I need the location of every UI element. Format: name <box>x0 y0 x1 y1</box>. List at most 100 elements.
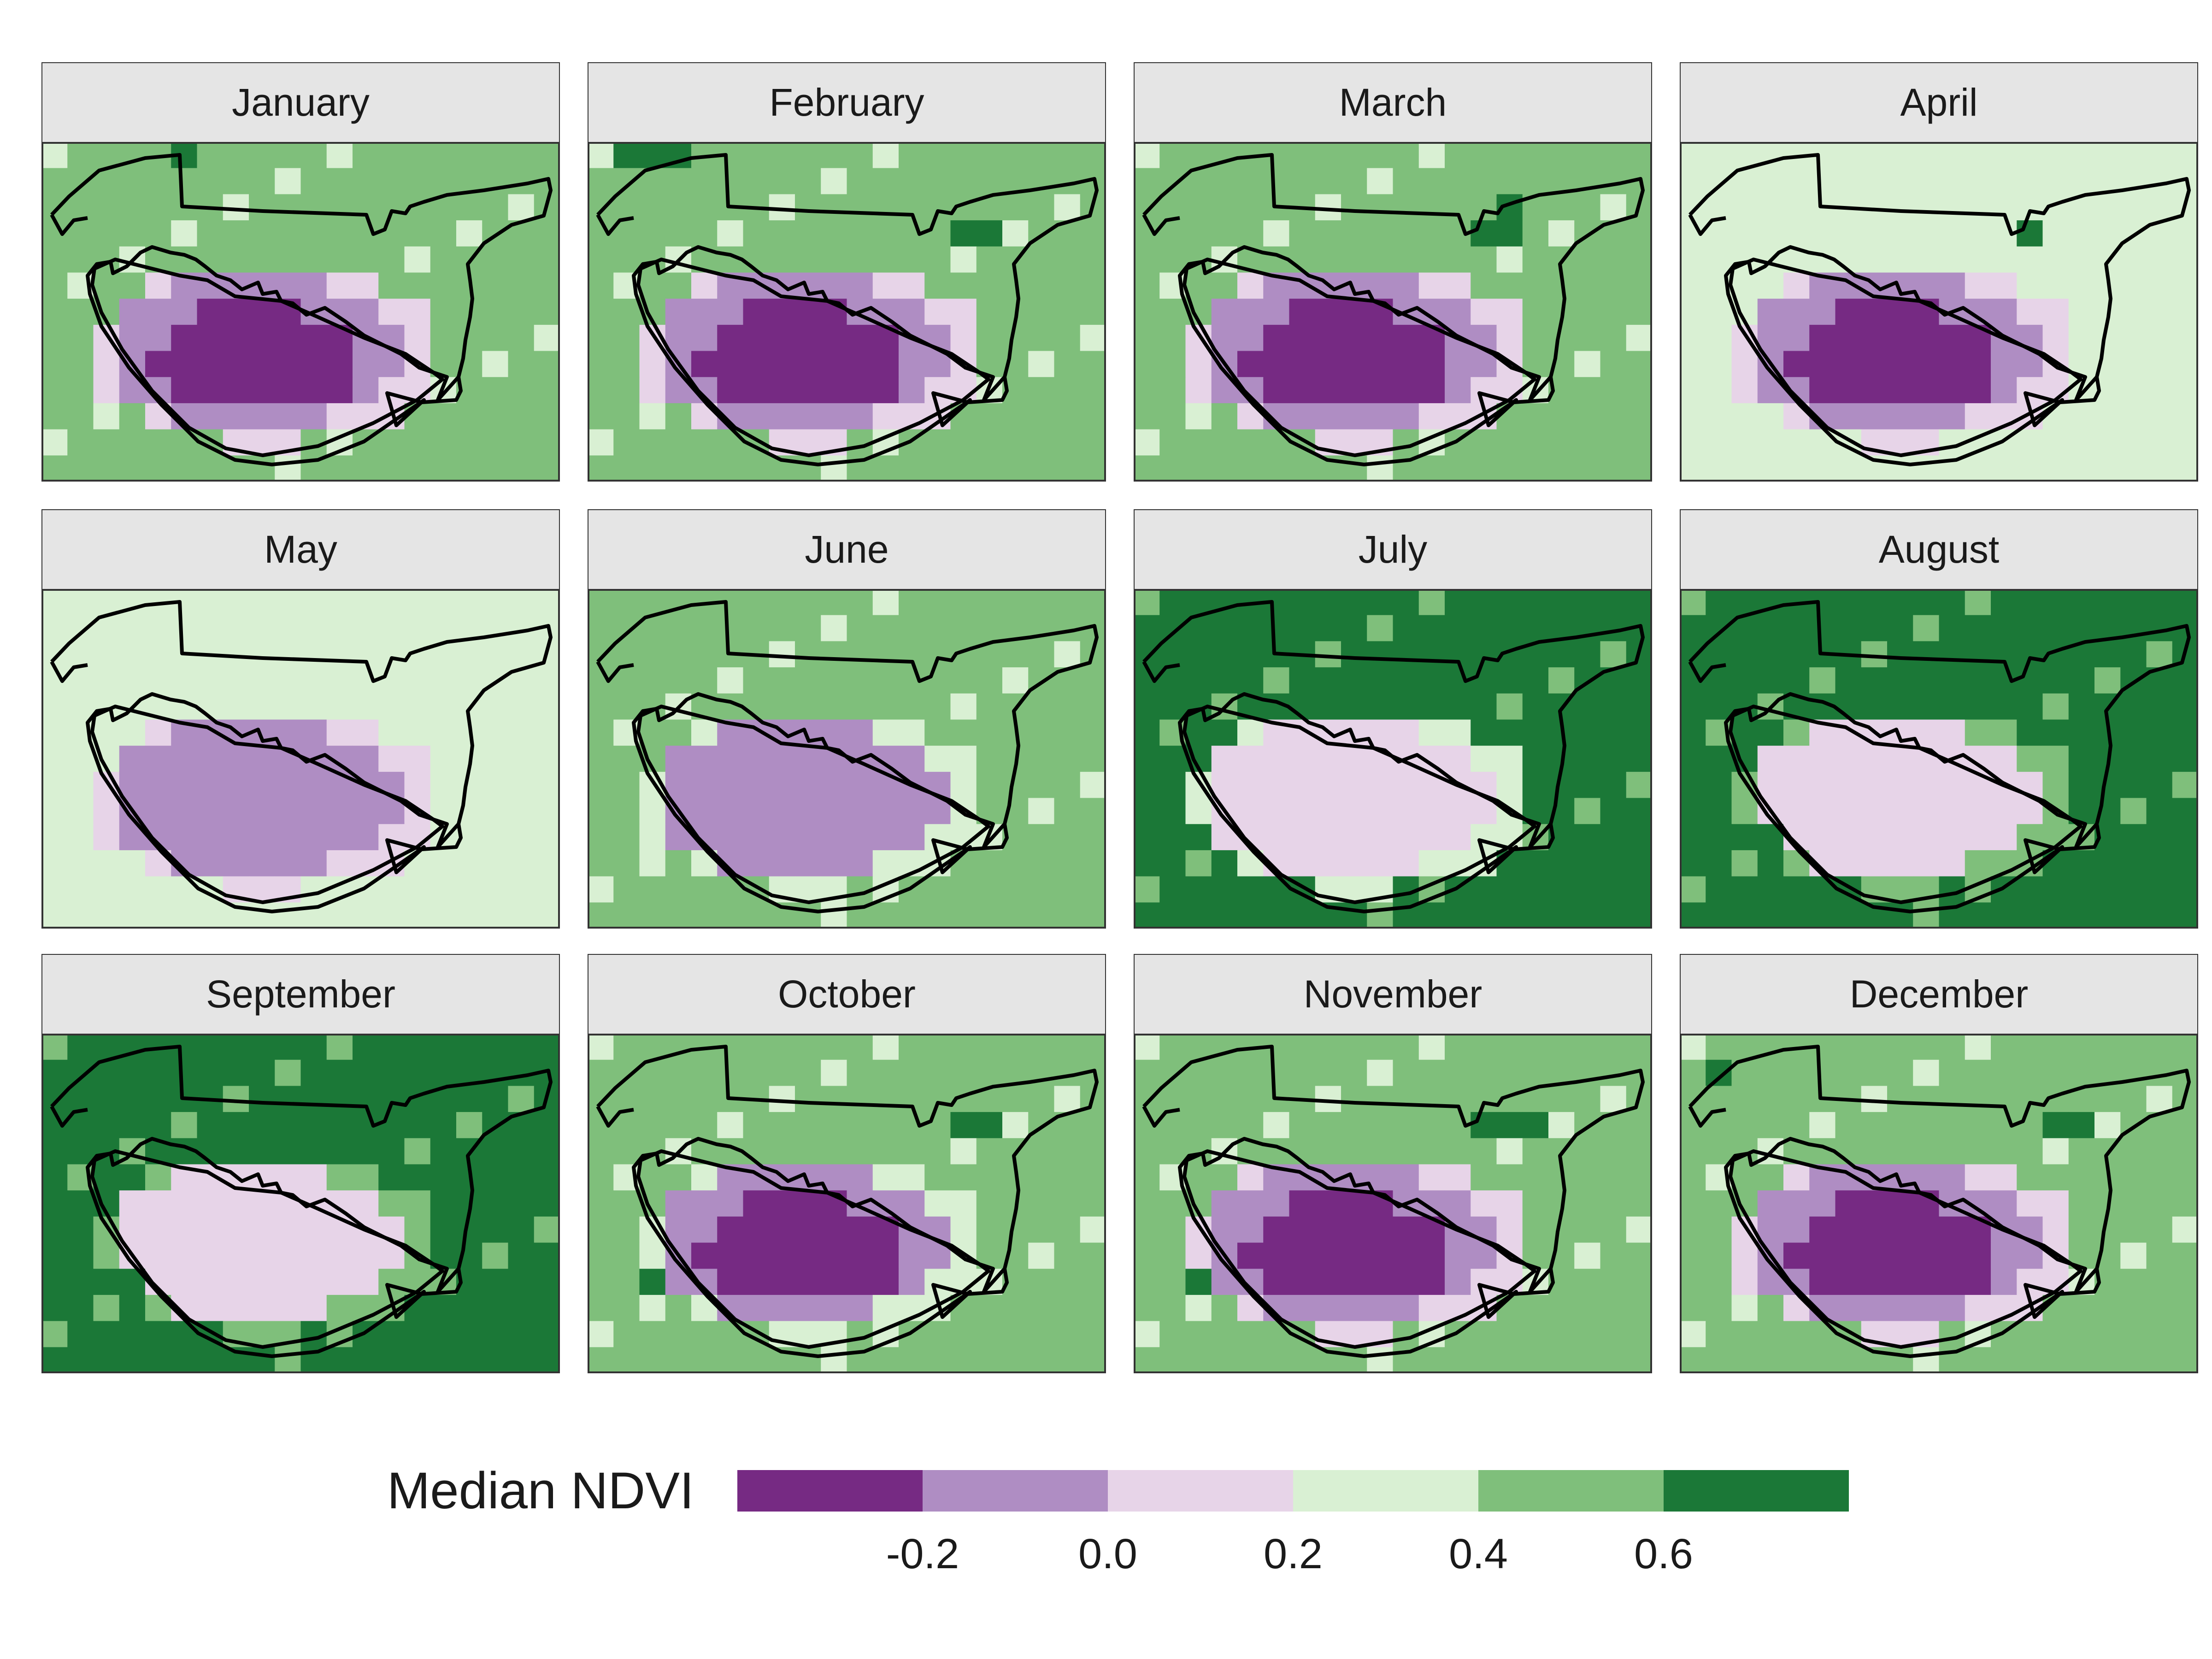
raster-cell <box>1263 1059 1290 1086</box>
raster-cell <box>1289 798 1316 824</box>
raster-cell <box>1913 1138 1940 1165</box>
raster-cell <box>404 589 431 616</box>
raster-cell <box>1939 272 1965 299</box>
raster-cell <box>795 1242 821 1269</box>
raster-cell <box>588 615 614 641</box>
raster-cell <box>1522 324 1549 352</box>
raster-cell <box>665 272 692 299</box>
raster-cell <box>1887 403 1913 430</box>
raster-cell <box>249 798 275 824</box>
raster-cell <box>1496 1138 1523 1165</box>
raster-cell <box>145 719 171 746</box>
raster-cell <box>1367 798 1394 824</box>
raster-cell <box>404 272 431 299</box>
raster-cell <box>1237 324 1264 352</box>
raster-cell <box>93 455 120 482</box>
raster-cell <box>2120 589 2147 616</box>
raster-cell <box>1237 1086 1264 1112</box>
raster-cell <box>1783 771 1810 799</box>
raster-cell <box>2017 246 2043 273</box>
raster-cell <box>249 377 275 404</box>
raster-cell <box>2017 719 2043 746</box>
raster-cell <box>2042 324 2069 352</box>
raster-cell <box>1080 1216 1106 1243</box>
raster-cell <box>1367 771 1394 799</box>
raster-cell <box>1028 902 1055 929</box>
facet-strip-label: October <box>588 954 1106 1035</box>
raster-cell <box>197 1216 224 1243</box>
legend: Median NDVI -0.2 0.0 0.2 0.4 0.6 <box>387 1461 1862 1581</box>
raster-cell <box>1054 1164 1081 1191</box>
raster-cell <box>1028 876 1055 903</box>
raster-cell <box>1913 824 1940 851</box>
raster-cell <box>41 455 68 482</box>
raster-cell <box>613 1034 640 1060</box>
raster-cell <box>588 641 614 668</box>
raster-cell <box>613 876 640 903</box>
raster-cell <box>2146 1164 2173 1191</box>
raster-cell <box>1757 272 1784 299</box>
raster-cell <box>1263 1242 1290 1269</box>
raster-cell <box>1418 589 1445 616</box>
raster-cell <box>1134 1321 1160 1347</box>
raster-cell <box>2017 377 2043 404</box>
raster-cell <box>2094 455 2121 482</box>
raster-cell <box>1159 1034 1186 1060</box>
raster-cell <box>613 1294 640 1322</box>
raster-cell <box>639 1242 666 1269</box>
raster-cell <box>1341 902 1367 929</box>
raster-cell <box>1887 1242 1913 1269</box>
raster-cell <box>145 746 171 772</box>
raster-cell <box>821 168 847 194</box>
raster-cell <box>145 324 171 352</box>
raster-cell <box>769 377 795 404</box>
raster-cell <box>2094 1294 2121 1322</box>
raster-cell <box>1731 1112 1758 1139</box>
raster-cell <box>795 693 821 720</box>
raster-cell <box>326 902 353 929</box>
raster-cell <box>41 771 68 799</box>
raster-cell <box>899 824 925 851</box>
raster-cell <box>1471 667 1497 694</box>
raster-cell <box>665 1216 692 1243</box>
raster-cell <box>950 1059 977 1086</box>
raster-cell <box>2172 1138 2198 1165</box>
raster-cell <box>2017 1190 2043 1217</box>
raster-cell <box>2042 299 2069 325</box>
raster-cell <box>353 798 379 824</box>
raster-cell <box>1861 1059 1888 1086</box>
raster-cell <box>1496 771 1523 799</box>
raster-cell <box>119 902 146 929</box>
raster-cell <box>456 220 482 247</box>
raster-cell <box>41 876 68 903</box>
raster-cell <box>171 168 198 194</box>
raster-cell <box>119 168 146 194</box>
raster-cell <box>430 615 457 641</box>
raster-cell <box>1028 693 1055 720</box>
study-area-boundary <box>50 153 553 466</box>
raster-cell <box>588 1086 614 1112</box>
raster-cell <box>1887 641 1913 668</box>
raster-cell <box>1289 377 1316 404</box>
raster-cell <box>1991 168 2017 194</box>
raster-cell <box>534 771 560 799</box>
raster-cell <box>1418 246 1445 273</box>
raster-cell <box>1913 1086 1940 1112</box>
raster-cell <box>223 299 249 325</box>
raster-cell <box>1548 429 1575 456</box>
raster-cell <box>197 377 224 404</box>
raster-cell <box>1002 142 1029 169</box>
raster-cell <box>275 902 301 929</box>
raster-cell <box>899 1034 925 1060</box>
raster-cell <box>1496 667 1523 694</box>
raster-cell <box>93 1294 120 1322</box>
raster-cell <box>1913 615 1940 641</box>
raster-cell <box>1939 142 1965 169</box>
raster-cell <box>93 1164 120 1191</box>
raster-cell <box>1680 1216 1706 1243</box>
raster-cell <box>482 771 509 799</box>
raster-cell <box>1600 1086 1627 1112</box>
raster-cell <box>119 272 146 299</box>
raster-cell <box>1289 1216 1316 1243</box>
raster-cell <box>1574 850 1601 877</box>
